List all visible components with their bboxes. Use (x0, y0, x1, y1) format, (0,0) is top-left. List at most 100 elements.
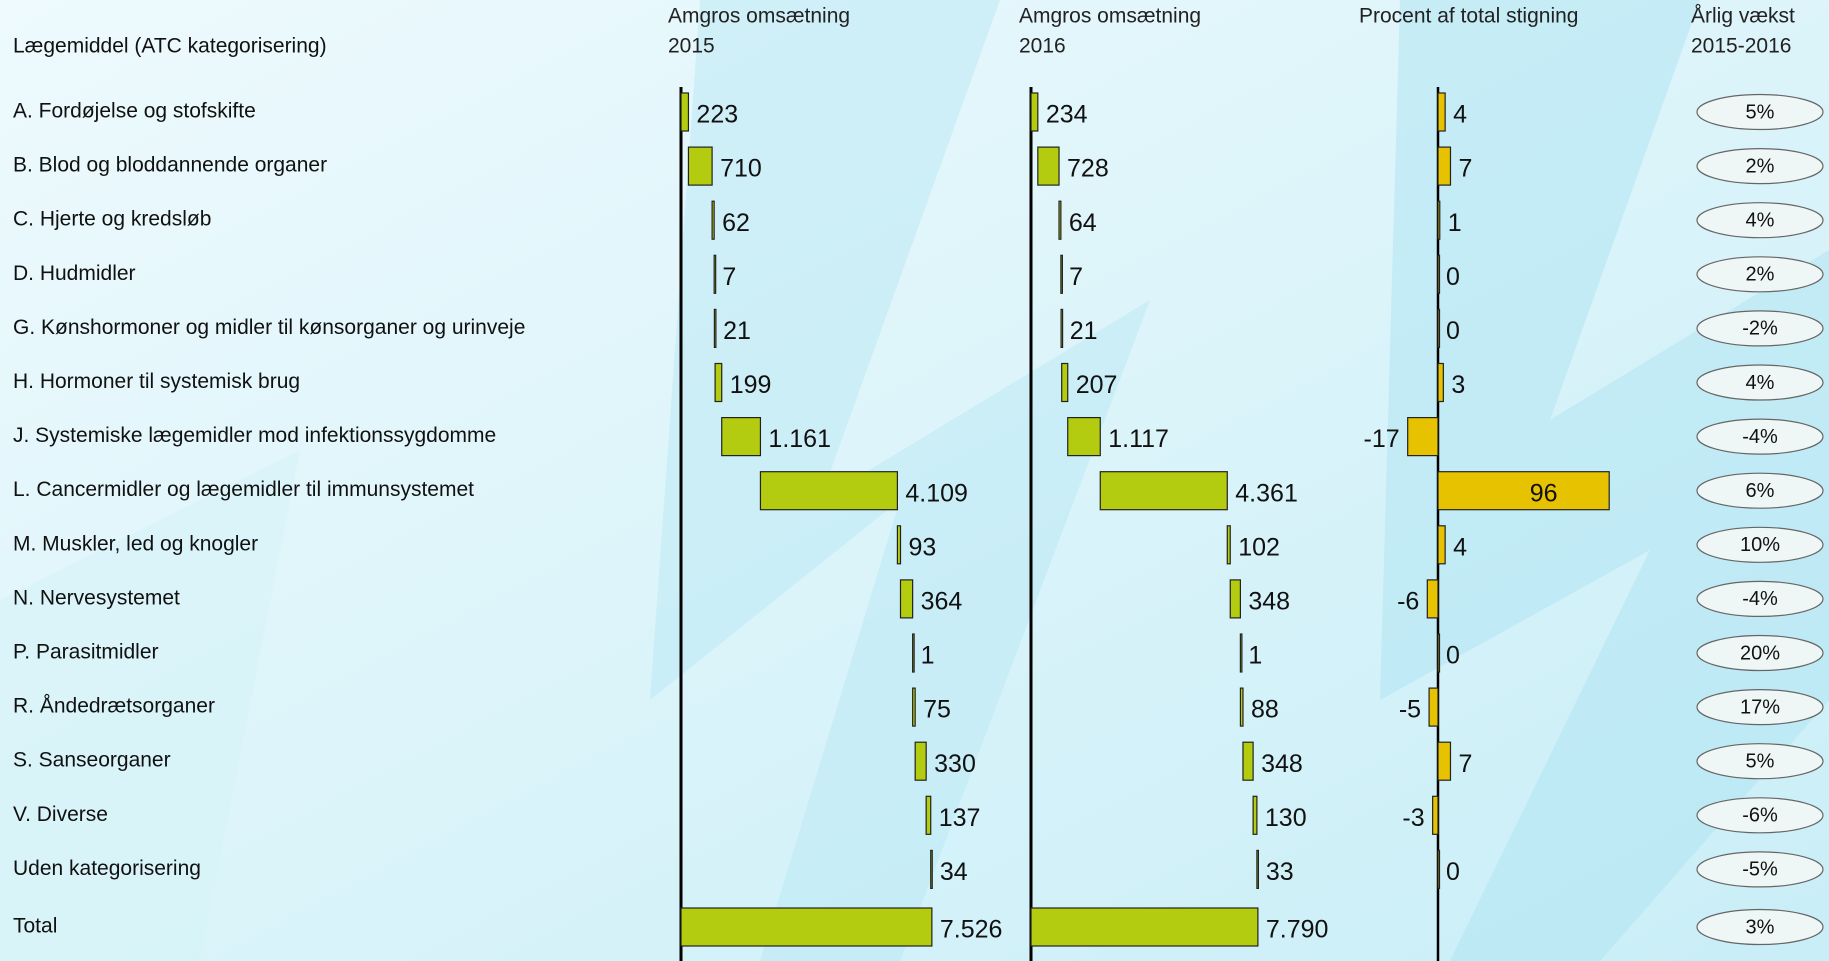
category-label: G. Kønshormoner og midler til kønsorgane… (13, 316, 525, 339)
growth-badge (1696, 688, 1824, 726)
growth-label: -6% (1742, 805, 1778, 827)
category-label: N. Nervesystemet (13, 586, 180, 609)
bar (1030, 907, 1259, 947)
category-label: A. Fordøjelse og stofskifte (13, 100, 256, 123)
column-header: 2015-2016 (1691, 35, 1791, 58)
value-label: 4.361 (1235, 479, 1298, 507)
category-label: Uden kategorisering (13, 857, 201, 880)
growth-badge (1696, 797, 1824, 834)
growth-badge (1696, 526, 1824, 563)
value-label: 728 (1067, 155, 1109, 183)
value-label: 1.161 (768, 425, 831, 453)
bar (1256, 849, 1260, 890)
bar (1030, 92, 1039, 132)
growth-badge (1696, 580, 1824, 618)
value-label: 0 (1446, 263, 1460, 291)
value-label: 0 (1446, 642, 1460, 670)
value-label: 199 (730, 371, 772, 399)
bar (1099, 471, 1228, 511)
bar (1428, 687, 1439, 727)
value-label: -3 (1402, 804, 1424, 832)
category-label: B. Blod og bloddannende organer (13, 154, 327, 177)
bar (759, 471, 899, 511)
value-label: 330 (934, 750, 976, 778)
growth-badge (1696, 148, 1824, 185)
growth-label: -2% (1742, 318, 1778, 340)
bar (912, 633, 915, 673)
category-label: H. Hormoner til systemisk brug (13, 370, 300, 393)
value-label: 88 (1251, 696, 1279, 724)
category-label: R. Åndedrætsorganer (13, 695, 215, 718)
growth-label: 2% (1746, 264, 1775, 286)
growth-badge (1696, 93, 1824, 131)
category-label: P. Parasitmidler (13, 641, 159, 664)
growth-label: 5% (1746, 750, 1775, 772)
value-label: 102 (1238, 533, 1280, 561)
value-label: 710 (720, 155, 762, 183)
bar (1437, 741, 1452, 781)
bar (1229, 579, 1241, 619)
category-label: D. Hudmidler (13, 262, 136, 285)
value-label: 130 (1265, 804, 1307, 832)
bar (1239, 633, 1243, 673)
value-label: 1.117 (1108, 425, 1169, 453)
bar (1407, 417, 1439, 457)
value-label: 364 (921, 588, 963, 616)
bar (1437, 525, 1446, 565)
value-label: 7.790 (1266, 916, 1329, 944)
growth-label: 4% (1746, 372, 1775, 394)
bar (711, 200, 715, 240)
column-header: Årlig vækst (1691, 5, 1795, 28)
bar (1437, 362, 1444, 403)
bar (1426, 579, 1439, 619)
bar (1437, 146, 1452, 186)
value-label: 34 (940, 858, 968, 886)
bar (680, 907, 933, 947)
value-label: 7 (722, 263, 736, 291)
growth-badge (1696, 310, 1824, 347)
bar (713, 308, 717, 348)
category-label: V. Diverse (13, 803, 108, 826)
value-label: 62 (722, 209, 750, 237)
column-header: 2015 (668, 35, 715, 58)
value-label: 223 (696, 101, 738, 129)
value-label: -17 (1364, 425, 1400, 453)
growth-label: -4% (1742, 426, 1778, 448)
category-header: Lægemiddel (ATC kategorisering) (13, 35, 327, 58)
category-label: Total (13, 915, 57, 938)
value-label: 1 (1248, 642, 1262, 670)
value-label: 4 (1453, 101, 1467, 129)
value-label: 64 (1069, 209, 1097, 237)
growth-badge (1696, 364, 1824, 401)
value-label: 0 (1446, 317, 1460, 345)
value-label: 7 (1069, 263, 1083, 291)
bar (1432, 795, 1439, 835)
category-label: M. Muskler, led og knogler (13, 532, 258, 555)
value-label: 21 (723, 317, 751, 345)
growth-label: 10% (1740, 534, 1780, 556)
bar (899, 579, 914, 619)
value-label: 3 (1451, 371, 1465, 399)
growth-badge (1696, 472, 1824, 509)
column-header: Amgros omsætning (1019, 5, 1201, 28)
category-label: L. Cancermidler og lægemidler til immuns… (13, 478, 474, 501)
growth-badge (1696, 743, 1824, 780)
bar (1060, 254, 1063, 294)
value-label: 137 (939, 804, 981, 832)
bar (721, 417, 762, 457)
bar (1437, 254, 1441, 294)
bar (1061, 362, 1069, 403)
decoration (0, 450, 300, 961)
bar (687, 146, 713, 186)
bar (714, 362, 723, 403)
bar (1437, 633, 1441, 673)
bar (1437, 471, 1610, 511)
category-label: C. Hjerte og kredsløb (13, 208, 211, 231)
category-label: J. Systemiske lægemidler mod infektionss… (13, 424, 496, 447)
growth-label: 4% (1746, 209, 1775, 231)
bar (1226, 525, 1231, 565)
bar (930, 849, 933, 890)
column-header: 2016 (1019, 35, 1066, 58)
value-label: 75 (923, 696, 951, 724)
